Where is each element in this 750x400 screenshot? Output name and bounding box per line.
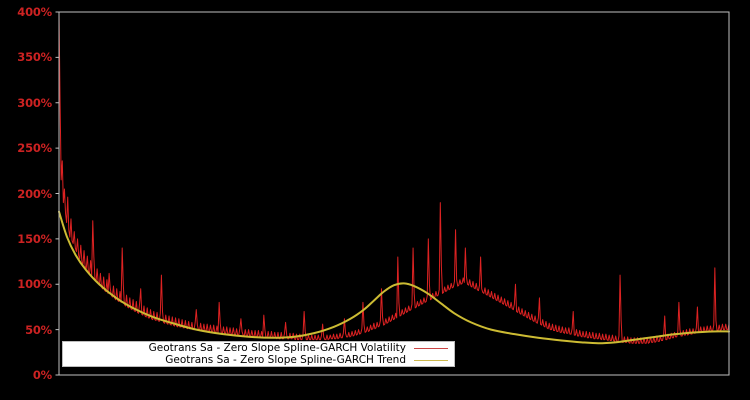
- y-axis-tick-label: 0%: [32, 368, 52, 382]
- legend-label-trend: Geotrans Sa - Zero Slope Spline-GARCH Tr…: [165, 354, 406, 366]
- plot-area-background: [59, 12, 729, 375]
- y-axis-tick-marks: [55, 11, 59, 376]
- legend-label-volatility: Geotrans Sa - Zero Slope Spline-GARCH Vo…: [148, 342, 406, 354]
- plot-area-frame: [58, 11, 730, 376]
- legend-item-volatility: Geotrans Sa - Zero Slope Spline-GARCH Vo…: [69, 342, 448, 354]
- chart-legend: Geotrans Sa - Zero Slope Spline-GARCH Vo…: [62, 341, 455, 367]
- y-axis-tick-label: 400%: [17, 5, 52, 19]
- y-axis-tick-label: 200%: [17, 186, 52, 201]
- y-axis-tick-label: 300%: [17, 95, 52, 110]
- y-axis-tick-label: 50%: [25, 322, 52, 337]
- legend-item-trend: Geotrans Sa - Zero Slope Spline-GARCH Tr…: [69, 354, 448, 366]
- y-axis-tick-label: 100%: [17, 277, 52, 292]
- legend-swatch-trend: [414, 359, 448, 361]
- y-axis-tick-label: 350%: [17, 50, 52, 65]
- series-line-trend: [58, 210, 730, 345]
- legend-swatch-volatility: [414, 347, 448, 349]
- y-axis-tick-label: 250%: [17, 141, 52, 156]
- y-axis-tick-label: 150%: [17, 231, 52, 246]
